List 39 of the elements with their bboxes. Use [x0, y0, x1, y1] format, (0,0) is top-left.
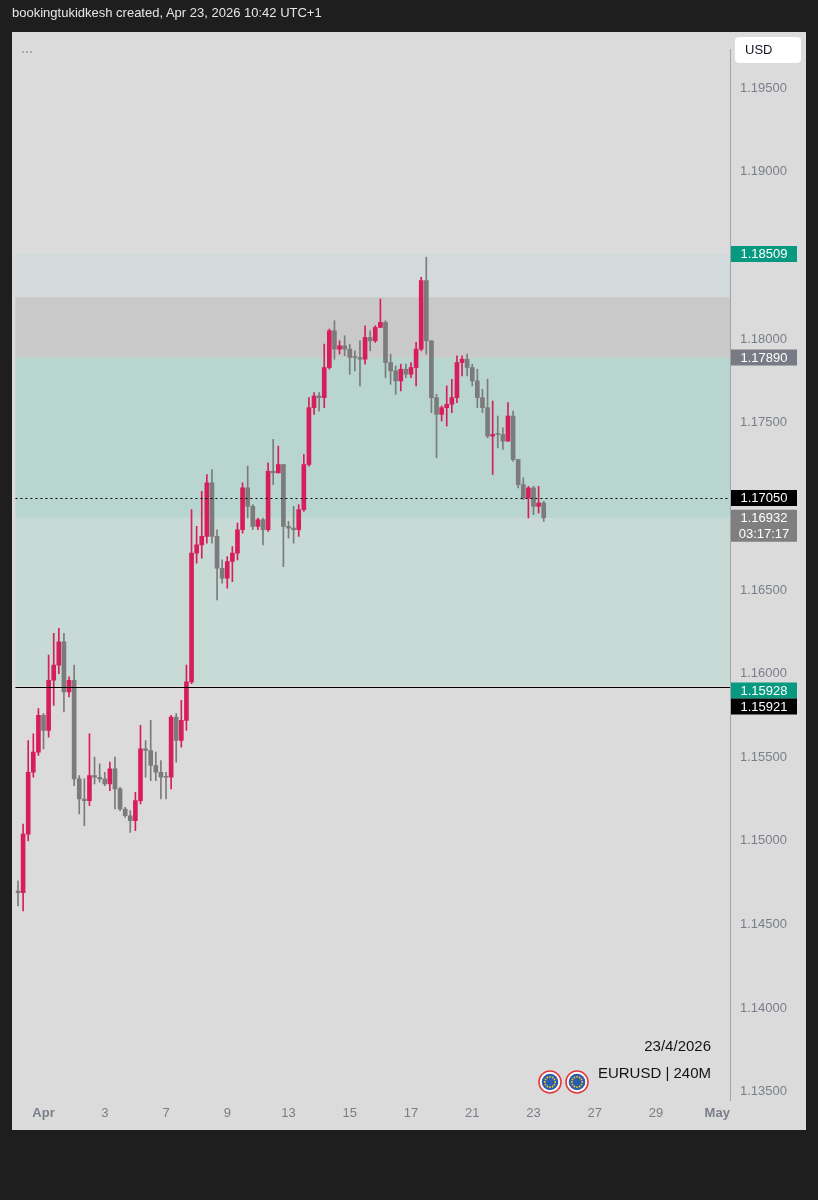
band-label: 1.16932 03:17:17: [738, 509, 790, 541]
x-tick-label: 27: [587, 1105, 602, 1121]
x-tick-label: 3: [101, 1105, 109, 1121]
candlestick: [270, 439, 276, 485]
ref-line-label: 1.17050: [740, 490, 788, 506]
x-tick-label: 21: [465, 1105, 480, 1121]
annotation: EURUSD | 240M: [597, 1063, 711, 1083]
x-tick-label: 7: [162, 1105, 170, 1121]
candlestick: [127, 810, 133, 833]
band-label: 1.17890: [740, 349, 788, 365]
x-tick-label: 13: [281, 1105, 296, 1121]
x-tick-label: 15: [342, 1105, 357, 1121]
candlestick: [357, 340, 363, 387]
x-tick-label: 17: [403, 1105, 419, 1121]
x-tick-label: 9: [223, 1105, 231, 1121]
y-tick-label: 1.19500: [740, 79, 787, 95]
y-tick-label: 1.16000: [740, 665, 787, 681]
x-tick-label: May: [704, 1105, 731, 1121]
y-tick-label: 1.14000: [740, 999, 787, 1015]
y-tick-label: 1.14500: [740, 915, 787, 931]
y-axis-title: USD: [735, 37, 801, 63]
band-label: 1.18509: [740, 246, 788, 262]
band-label: 1.15928: [740, 682, 788, 698]
candlestick: [495, 415, 501, 449]
x-tick-label: 23: [526, 1105, 541, 1121]
y-tick-label: 1.15000: [740, 832, 787, 848]
y-tick-label: 1.19000: [740, 163, 787, 179]
ref-line-label: 1.15921: [740, 698, 788, 714]
candlestick: [367, 330, 373, 352]
y-tick-label: 1.13500: [740, 1083, 787, 1099]
y-tick-label: 1.17500: [740, 414, 787, 430]
x-tick-label: Apr: [32, 1105, 55, 1121]
y-tick-label: 1.15500: [740, 748, 787, 764]
annotation: 23/4/2026: [644, 1036, 711, 1056]
x-tick-label: 29: [648, 1105, 664, 1121]
candlestick: [163, 771, 169, 800]
y-tick-label: 1.16500: [740, 581, 787, 597]
chart-title: bookingtukidkesh created, Apr 23, 2026 10:42 UTC+1: [12, 4, 322, 22]
y-tick-label: 1.18000: [740, 330, 787, 346]
